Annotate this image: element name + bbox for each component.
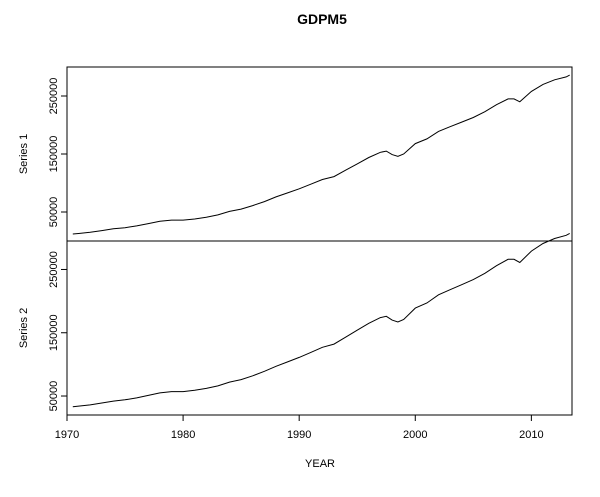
panel-2-frame <box>66 240 573 416</box>
panel-2-y-tick-label: 250000 <box>48 251 60 288</box>
panel-1-frame <box>66 66 573 242</box>
panel-2-y-tick-label: 150000 <box>48 314 60 351</box>
x-axis: 1970 1980 1990 2000 2010 <box>55 415 544 441</box>
panel-1-y-tick-label: 250000 <box>48 78 60 115</box>
series-1-line <box>72 74 570 235</box>
x-tick-label: 2000 <box>403 429 427 441</box>
x-axis-label: YEAR <box>305 458 335 470</box>
x-tick-label: 1990 <box>287 429 311 441</box>
panel-1-y-label: Series 1 <box>18 134 30 174</box>
panel-2-y-label: Series 2 <box>18 308 30 348</box>
x-tick-label: 1970 <box>55 429 79 441</box>
chart-title: GDPM5 <box>297 11 347 27</box>
x-tick-label: 1980 <box>171 429 195 441</box>
panel-1-y-tick-label: 150000 <box>48 136 60 173</box>
panel-2-y-tick-label: 50000 <box>48 381 60 412</box>
panel-2-y-axis: 50000 150000 250000 <box>48 251 67 411</box>
x-tick-label: 2010 <box>519 429 543 441</box>
panel-1-y-tick-label: 50000 <box>48 197 60 228</box>
series-2-line <box>72 232 570 408</box>
panel-1-y-axis: 50000 150000 250000 <box>48 78 67 228</box>
